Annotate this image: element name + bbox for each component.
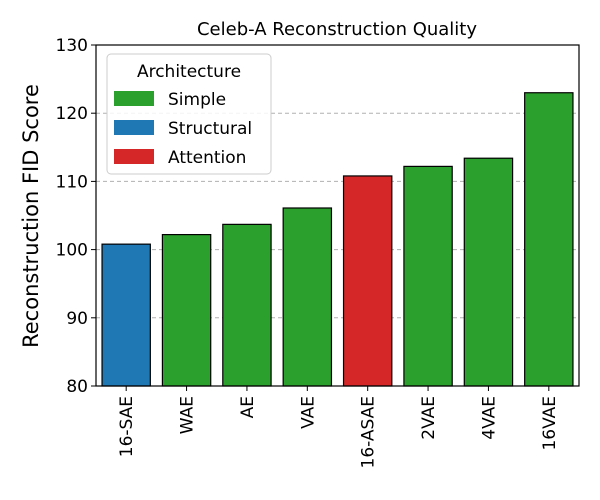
x-tick-label: 16-ASAE	[359, 396, 379, 469]
x-tick-label: 16VAE	[540, 396, 560, 451]
x-tick-label: 16-SAE	[117, 396, 137, 457]
bar-wae	[161, 233, 212, 387]
plot-frame	[95, 44, 580, 387]
y-axis: 80 90 100 110 120 130	[56, 36, 96, 397]
x-axis: 16-SAE WAE AE VAE 16-ASAE 2VAE 4VAE 16VAE	[117, 386, 560, 469]
y-tick-label: 120	[56, 104, 88, 124]
bar-16-asae	[342, 175, 393, 387]
x-tick-label: AE	[238, 396, 258, 418]
bar-16vae	[524, 92, 574, 387]
y-tick-label: 100	[56, 241, 88, 261]
bar-16-sae	[101, 243, 151, 387]
legend-swatch-simple	[114, 91, 154, 106]
bar-vae	[282, 207, 333, 387]
legend-box	[106, 53, 272, 175]
legend: Architecture Simple Structural Attention	[106, 53, 272, 175]
x-tick-label: 2VAE	[419, 396, 439, 440]
y-axis-label: Reconstruction FID Score	[19, 84, 43, 348]
chart-title: Celeb-A Reconstruction Quality	[197, 19, 477, 40]
x-tick-label: 4VAE	[479, 396, 499, 440]
y-tick-label: 130	[56, 36, 88, 56]
x-tick-label: VAE	[298, 396, 318, 429]
bars	[101, 92, 574, 387]
bar-ae	[222, 223, 272, 387]
legend-label-simple: Simple	[168, 90, 226, 110]
legend-title: Architecture	[137, 62, 241, 82]
legend-swatch-structural	[114, 120, 154, 135]
bar-4vae	[463, 157, 514, 387]
y-tick-label: 80	[66, 377, 88, 397]
x-tick-label: WAE	[178, 396, 198, 434]
bar-2vae	[403, 165, 453, 387]
legend-label-attention: Attention	[168, 148, 246, 168]
legend-swatch-attention	[114, 149, 154, 164]
legend-label-structural: Structural	[168, 119, 252, 139]
y-tick-label: 110	[56, 172, 88, 192]
y-tick-label: 90	[66, 309, 88, 329]
